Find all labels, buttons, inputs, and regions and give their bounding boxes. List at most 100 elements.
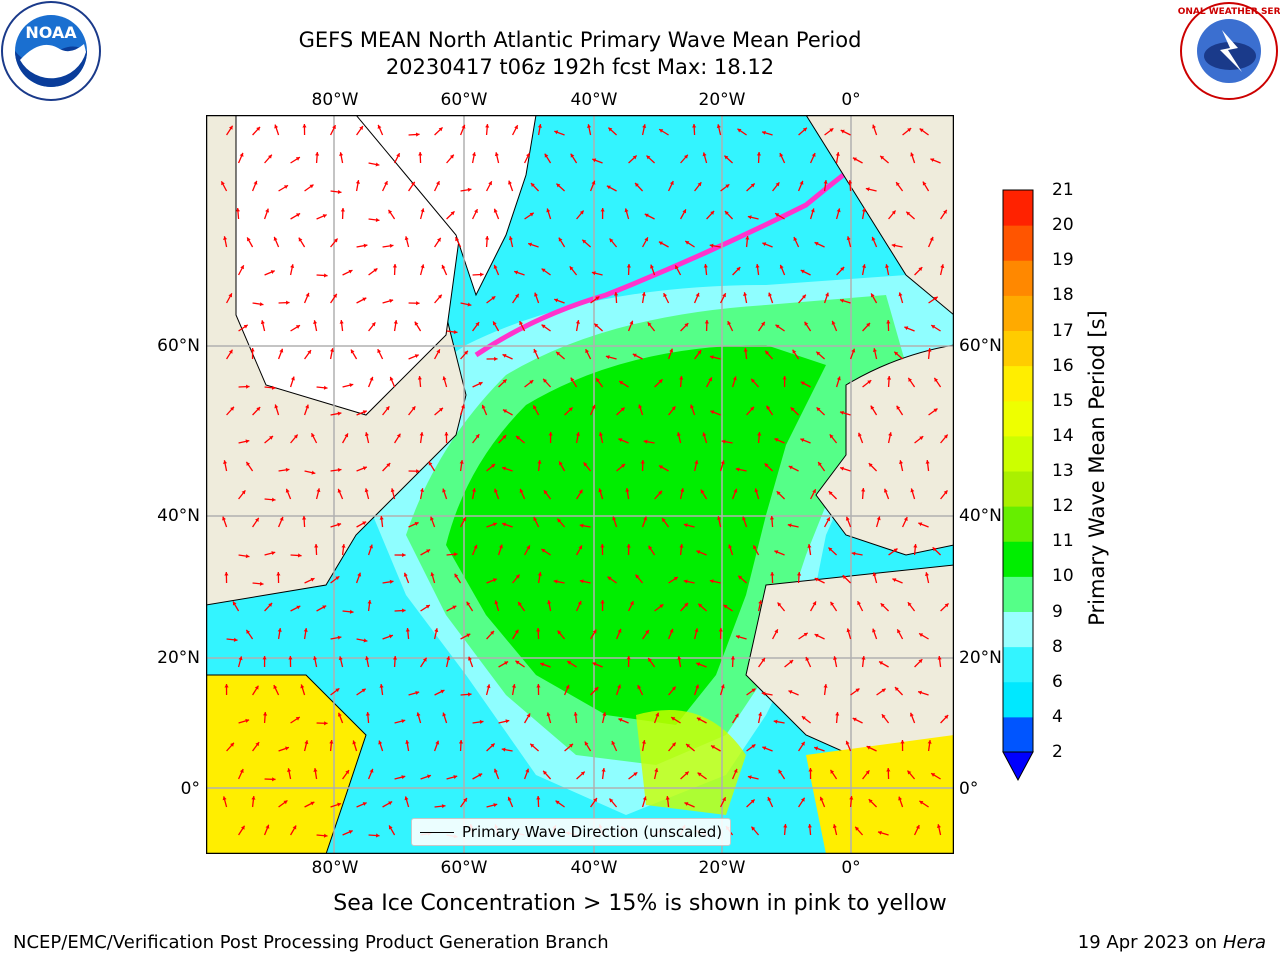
colorbar-segment [1003,611,1033,648]
wave-arrow-head [684,771,689,776]
wave-arrow-head [240,265,244,270]
wave-arrow-head [629,320,634,325]
wave-arrow-head [555,800,560,805]
wave-arrow-head [915,825,920,830]
wave-arrow-head [790,407,795,412]
wave-arrow-head [594,687,599,692]
wave-arrow-head [933,408,938,413]
wave-arrow-head [373,268,378,273]
wave-arrow-head [251,796,256,800]
wave-arrow-head [788,690,793,694]
wave-arrow-head [363,638,368,643]
lat-tick-right: 40°N [959,506,1002,526]
wave-arrow-head [259,302,264,307]
wave-arrow-head [826,517,830,522]
wave-arrow-head [377,124,382,129]
wave-arrow-head [285,488,290,493]
wave-arrow-head [836,376,841,381]
wave-arrow-head [575,320,580,324]
colorbar-tick: 6 [1052,671,1063,692]
wave-arrow-head [504,661,509,666]
wave-arrow-head [919,436,924,440]
wave-arrow-head [861,208,866,212]
wave-arrow-head [696,717,701,722]
wave-arrow-head [704,320,709,324]
wave-arrow-head [913,544,918,548]
wave-arrow-head [428,461,433,466]
wave-arrow-head [635,574,640,579]
wave-arrow-head [379,516,384,520]
wave-arrow-head [243,324,248,329]
colorbar-tick: 14 [1052,425,1074,446]
wave-arrow-head [265,208,270,213]
wave-arrow-head [751,688,756,693]
wave-arrow-head [274,124,279,129]
wave-arrow-head [313,656,318,660]
colorbar-segment [1003,225,1033,261]
wave-arrow-head [337,467,342,473]
wave-arrow-head [362,466,367,471]
wave-arrow-head [931,325,936,329]
wave-arrow-head [271,551,276,556]
wave-arrow-head [350,349,355,354]
wave-arrow-head [337,411,342,416]
wave-arrow-head [401,719,406,724]
wave-arrow-head [592,629,597,634]
wave-arrow-head [416,132,420,137]
wave-arrow-head [750,183,755,188]
wave-arrow-head [546,712,551,717]
wave-arrow-head [683,579,688,584]
wave-arrow-head [298,237,303,242]
wave-arrow-head [761,321,765,326]
wave-arrow-head [541,548,546,553]
wave-arrow-head [696,550,701,555]
wave-arrow-head [774,438,779,442]
wave-arrow-head [845,516,850,521]
wave-arrow-head [814,577,819,582]
wave-arrow-head [253,180,258,185]
wave-arrow-head [658,490,662,495]
wave-arrow-head [491,463,496,468]
wave-arrow-head [388,801,393,806]
svg-text:NATIONAL WEATHER SERVICE: NATIONAL WEATHER SERVICE [1178,7,1280,17]
wave-arrow-head [285,746,289,751]
wave-arrow-head [245,554,250,559]
wave-arrow-head [392,656,398,660]
wave-arrow-head [323,833,328,838]
wave-arrow-head [835,712,840,716]
wave-arrow-head [271,497,276,502]
wave-arrow-head [475,434,480,439]
wave-arrow-head [389,298,394,303]
wave-arrow-head [669,181,674,186]
wave-arrow-head [228,349,233,354]
wave-arrow-head [769,516,775,520]
wave-arrow-head [569,266,574,271]
wave-arrow-head [764,463,769,468]
wave-arrow-head [756,152,761,156]
wave-arrow-head [438,407,443,412]
wave-arrow-head [797,572,802,576]
wave-arrow-head [228,293,233,298]
colorbar-segment [1003,330,1033,367]
wave-arrow-head [723,604,728,609]
wave-arrow-head [591,271,596,276]
wave-arrow-head [751,378,756,383]
wave-arrow-head [927,740,932,744]
wave-arrow-head [725,184,730,189]
wave-arrow-head [302,516,307,520]
wave-arrow-head [861,264,867,268]
wave-arrow-head [782,376,787,380]
wave-arrow-head [455,237,459,242]
wave-arrow-head [918,659,923,664]
wave-arrow-head [943,209,947,214]
wave-arrow-head [502,466,507,471]
wave-arrow-head [829,434,834,439]
wave-arrow-head [396,433,401,438]
wave-arrow-head [507,796,512,801]
wave-arrow-head [807,544,812,548]
wave-arrow-head [710,410,715,415]
wave-arrow-head [491,296,496,301]
wave-arrow-head [592,662,597,666]
wave-arrow-head [536,684,541,688]
wave-arrow-head [453,552,458,557]
